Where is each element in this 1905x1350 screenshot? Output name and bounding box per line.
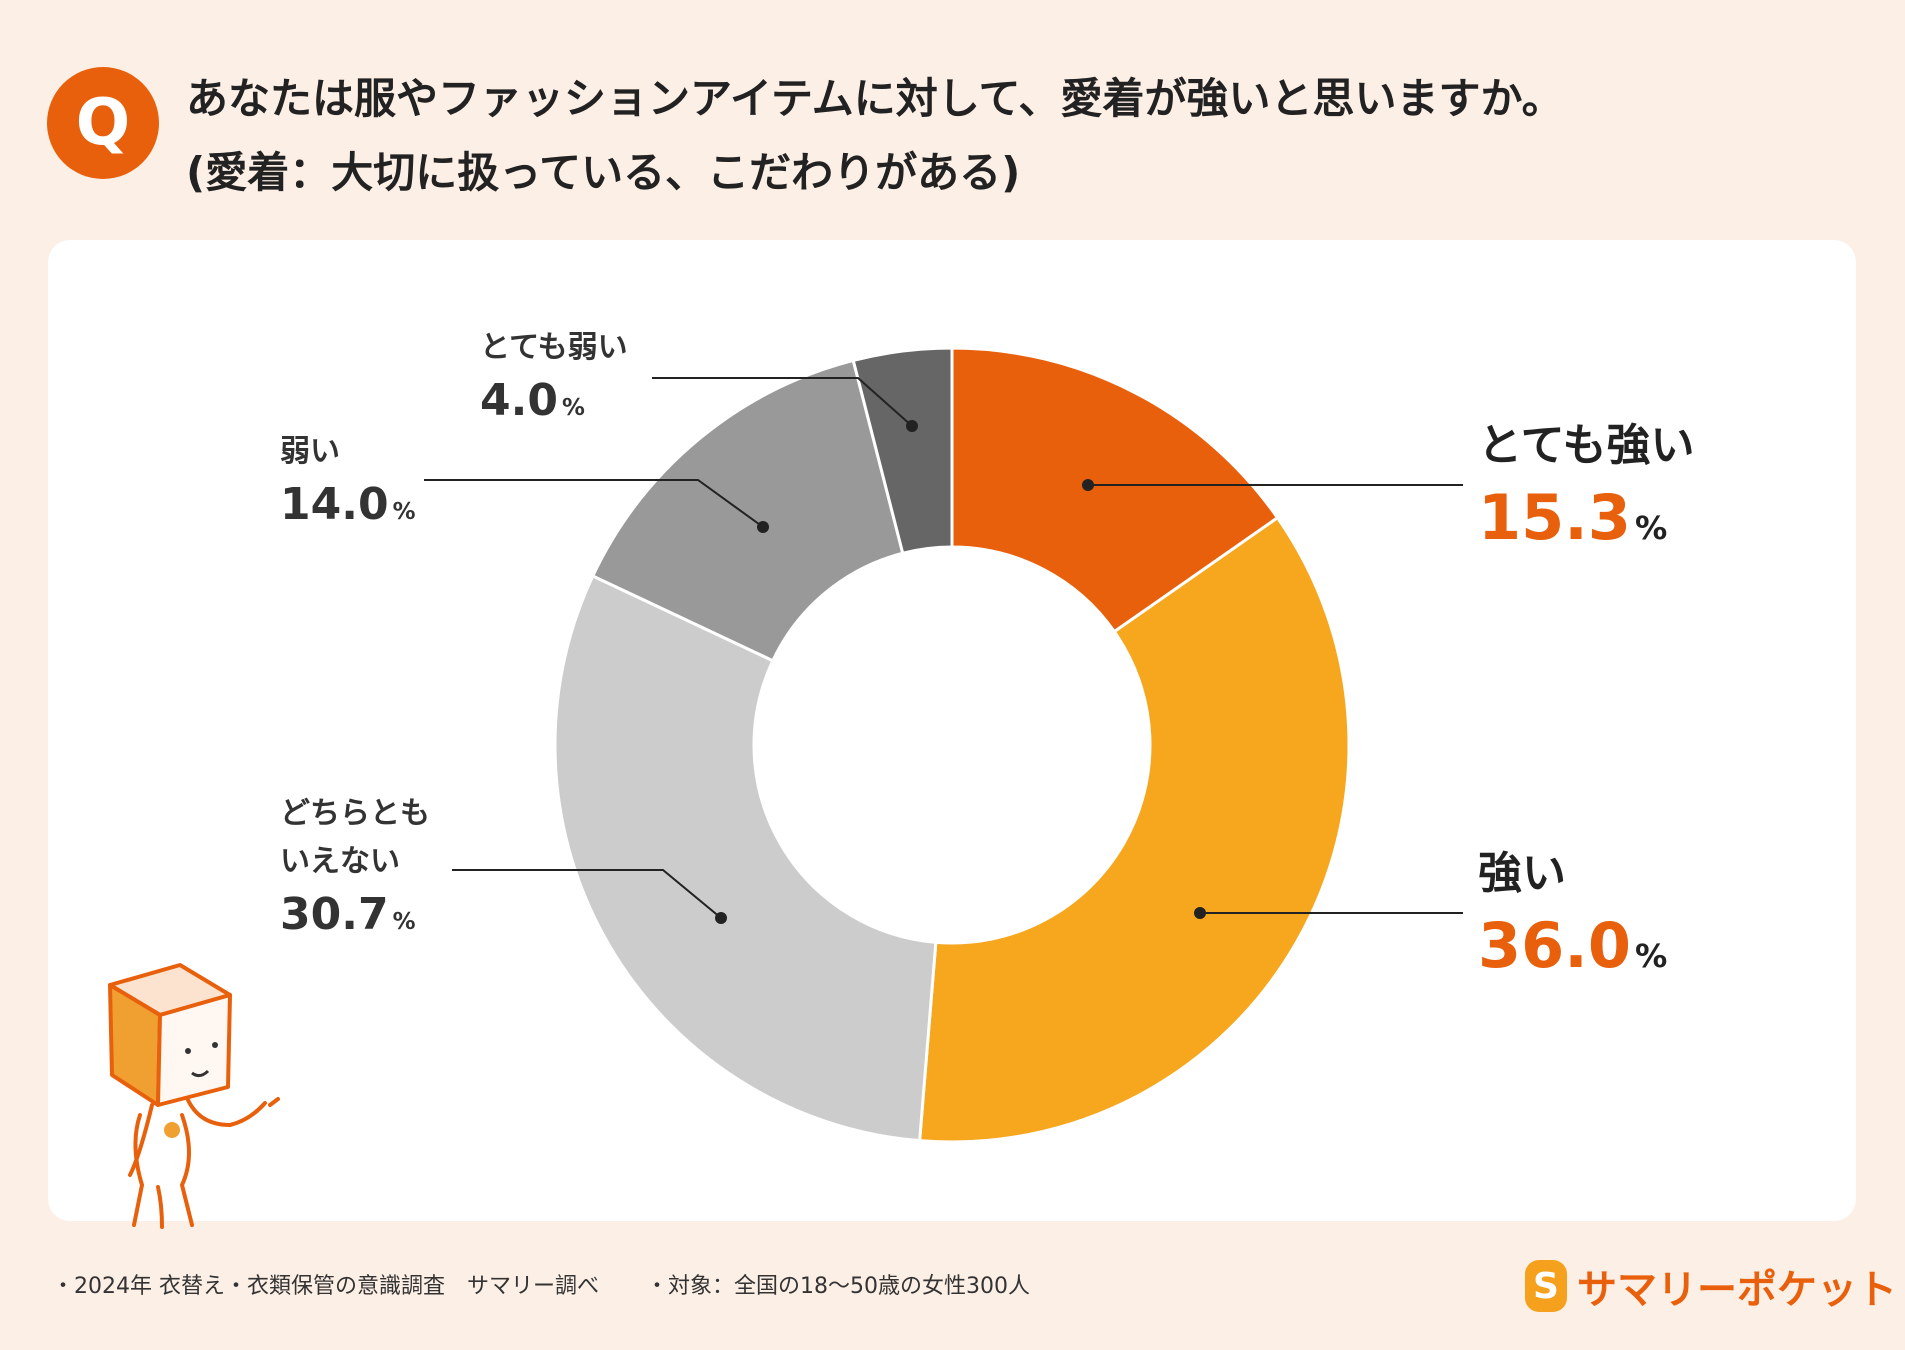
question-title: あなたは服やファッションアイテムに対して、愛着が強いと思いますか。 (愛着：大切… — [186, 62, 1866, 210]
label-very-weak-value: 4.0% — [480, 375, 585, 426]
footer-target: ・対象：全国の18〜50歳の女性300人 — [645, 1274, 1030, 1299]
label-neutral-name-2: いえない — [280, 844, 400, 879]
label-neutral-name-1: どちらとも — [280, 796, 430, 831]
leader-line-neutral — [452, 869, 722, 919]
leader-line-weak — [424, 479, 764, 528]
donut-slice-very-weak — [851, 346, 954, 556]
label-neutral-value: 30.7% — [280, 889, 416, 940]
chart-card: とても強い 15.3% 強い 36.0% どちらとも いえない 30.7% 弱い… — [48, 240, 1856, 1221]
label-very-strong: とても強い 15.3% — [1478, 412, 1694, 566]
label-very-strong-value: 15.3% — [1478, 481, 1668, 554]
donut-slice-very-strong — [950, 346, 1280, 634]
label-weak-name: 弱い — [280, 434, 340, 469]
logo-text: サマリーポケット — [1577, 1267, 1897, 1313]
donut-slice-weak — [590, 358, 905, 663]
label-very-weak: とても弱い 4.0% — [480, 324, 628, 437]
leader-dot-neutral — [715, 912, 727, 924]
label-neutral: どちらとも いえない 30.7% — [280, 790, 430, 951]
leader-dot-very-strong — [1082, 479, 1094, 491]
label-very-strong-name: とても強い — [1478, 420, 1695, 471]
logo-mark-icon: S — [1525, 1260, 1567, 1312]
leader-dot-very-weak — [906, 420, 918, 432]
leader-dot-strong — [1194, 907, 1206, 919]
donut-slice-strong — [917, 515, 1351, 1144]
question-line-1: あなたは服やファッションアイテムに対して、愛着が強いと思いますか。 — [186, 74, 1564, 123]
brand-logo: S サマリーポケット — [1525, 1256, 1897, 1316]
leader-dot-weak — [757, 521, 769, 533]
label-weak: 弱い 14.0% — [280, 428, 415, 541]
leader-line-very-weak — [652, 377, 913, 427]
label-very-weak-name: とても弱い — [480, 330, 628, 365]
label-weak-value: 14.0% — [280, 479, 416, 530]
label-strong-name: 強い — [1478, 848, 1566, 899]
donut-slice-neutral — [553, 573, 938, 1143]
question-badge: Q — [47, 67, 159, 179]
label-strong: 強い 36.0% — [1478, 840, 1667, 994]
footer-source: ・2024年 衣替え・衣類保管の意識調査 サマリー調べ — [52, 1274, 599, 1299]
footer-note: ・2024年 衣替え・衣類保管の意識調査 サマリー調べ ・対象：全国の18〜50… — [52, 1268, 1070, 1300]
label-strong-value: 36.0% — [1478, 909, 1668, 982]
mascot-illustration — [108, 963, 280, 1229]
donut-chart — [424, 346, 1463, 1144]
question-line-2: (愛着：大切に扱っている、こだわりがある) — [186, 148, 1021, 197]
